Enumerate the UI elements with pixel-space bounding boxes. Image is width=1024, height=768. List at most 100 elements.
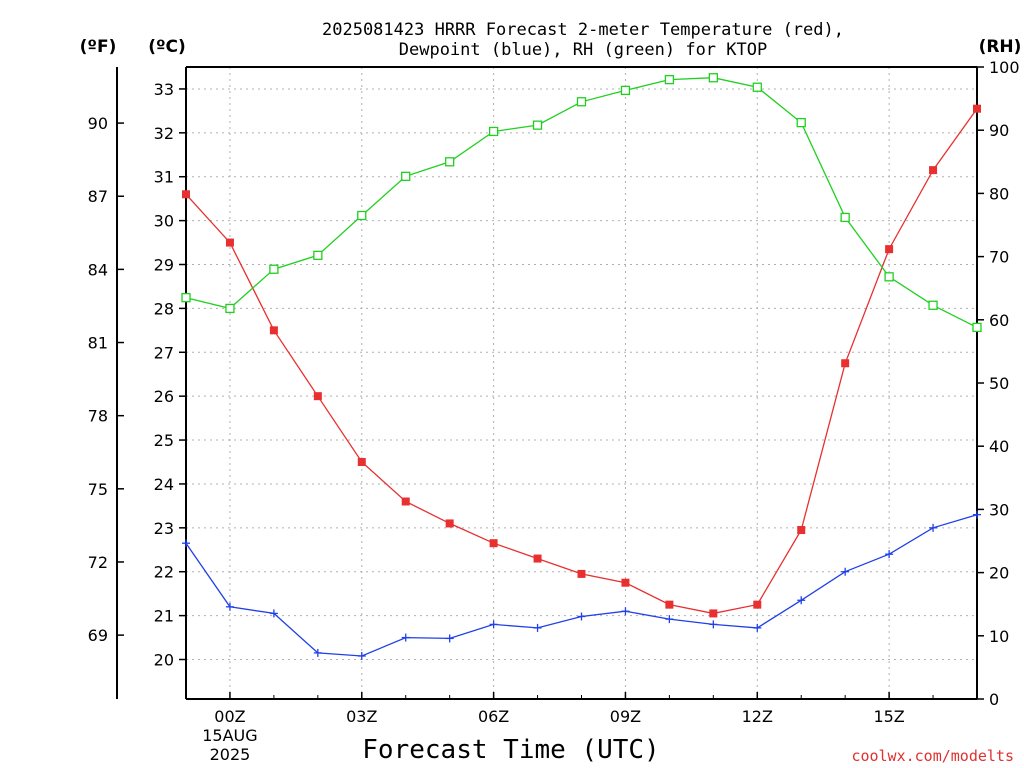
temperature-point bbox=[621, 578, 630, 587]
dewpoint-point bbox=[445, 634, 454, 643]
temperature-point bbox=[445, 519, 454, 528]
rh-point bbox=[269, 264, 279, 274]
rh-tick-label: 90 bbox=[989, 121, 1009, 140]
rh-point bbox=[357, 210, 367, 221]
celsius-tick-label: 26 bbox=[154, 387, 174, 406]
temperature-point bbox=[665, 600, 674, 609]
x-tick-label: 09Z bbox=[610, 707, 641, 726]
celsius-tick-label: 24 bbox=[154, 475, 174, 494]
dewpoint-point bbox=[313, 648, 322, 657]
chart-title-line1: 2025081423 HRRR Forecast 2-meter Tempera… bbox=[322, 20, 844, 40]
x-tick-label: 00Z bbox=[214, 707, 245, 726]
celsius-tick-label: 25 bbox=[154, 431, 174, 450]
dewpoint-point bbox=[401, 633, 410, 642]
rh-point bbox=[225, 303, 235, 314]
x-tick-label: 12Z bbox=[742, 707, 773, 726]
rh-tick-label: 80 bbox=[989, 184, 1009, 203]
temperature-point bbox=[929, 166, 938, 175]
x-tick-label: 06Z bbox=[478, 707, 509, 726]
rh-tick-label: 100 bbox=[989, 58, 1020, 77]
rh-point bbox=[401, 171, 411, 181]
rh-point bbox=[313, 250, 323, 260]
temperature-point bbox=[357, 458, 366, 466]
rh-tick-label: 30 bbox=[989, 500, 1009, 519]
dewpoint-point bbox=[665, 615, 674, 624]
fahrenheit-tick-label: 69 bbox=[88, 626, 108, 645]
celsius-tick-label: 22 bbox=[154, 563, 174, 582]
series bbox=[181, 73, 982, 660]
temperature-point bbox=[313, 392, 322, 401]
rh-point bbox=[796, 117, 806, 128]
axes bbox=[116, 66, 984, 700]
dewpoint-point bbox=[225, 602, 234, 611]
temperature-point bbox=[709, 609, 718, 618]
dewpoint-point bbox=[182, 539, 190, 548]
x-axis-label: Forecast Time (UTC) bbox=[362, 735, 659, 765]
dewpoint-point bbox=[357, 651, 366, 660]
rh-point bbox=[752, 82, 762, 92]
celsius-tick-label: 23 bbox=[154, 519, 174, 538]
dewpoint-point bbox=[533, 623, 542, 632]
fahrenheit-tick-label: 90 bbox=[88, 114, 108, 133]
fahrenheit-tick-label: 84 bbox=[88, 260, 108, 279]
dewpoint-point bbox=[841, 567, 850, 576]
dewpoint-point bbox=[709, 620, 718, 629]
celsius-unit-label: (ºC) bbox=[148, 37, 186, 57]
rh-point bbox=[576, 97, 587, 107]
credit-text: coolwx.com/modelts bbox=[851, 747, 1014, 765]
rh-point bbox=[532, 120, 543, 130]
celsius-tick-label: 32 bbox=[154, 124, 174, 143]
dewpoint-series-line bbox=[185, 514, 978, 657]
celsius-tick-label: 27 bbox=[154, 343, 174, 362]
temperature-point bbox=[269, 326, 278, 335]
rh-tick-label: 40 bbox=[989, 437, 1009, 456]
chart-title-line2: Dewpoint (blue), RH (green) for KTOP bbox=[399, 40, 767, 60]
x-date-label: 15AUG bbox=[202, 726, 257, 745]
celsius-tick-label: 21 bbox=[154, 607, 174, 626]
dewpoint-point bbox=[489, 620, 498, 629]
rh-point bbox=[620, 85, 631, 96]
dewpoint-point bbox=[885, 550, 894, 559]
rh-series-line bbox=[185, 77, 978, 328]
rh-tick-label: 70 bbox=[989, 248, 1009, 267]
temperature-point bbox=[225, 238, 234, 247]
rh-tick-label: 50 bbox=[989, 374, 1009, 393]
dewpoint-point bbox=[973, 510, 981, 519]
temperature-point bbox=[401, 497, 410, 506]
dewpoint-point bbox=[929, 523, 938, 532]
rh-unit-label: (RH) bbox=[979, 37, 1022, 57]
celsius-tick-label: 33 bbox=[154, 80, 174, 99]
x-tick-label: 15Z bbox=[873, 707, 904, 726]
temperature-point bbox=[797, 526, 806, 535]
rh-point bbox=[972, 322, 982, 333]
temperature-point bbox=[489, 539, 498, 548]
fahrenheit-tick-label: 81 bbox=[88, 334, 108, 353]
rh-tick-label: 60 bbox=[989, 311, 1009, 330]
rh-point bbox=[840, 212, 850, 223]
rh-tick-label: 0 bbox=[989, 690, 999, 709]
rh-point bbox=[708, 73, 718, 83]
rh-point bbox=[884, 272, 894, 282]
temperature-point bbox=[885, 245, 894, 254]
rh-point bbox=[928, 300, 938, 310]
rh-point bbox=[181, 293, 191, 303]
celsius-tick-label: 20 bbox=[154, 651, 174, 670]
temperature-point bbox=[533, 554, 542, 563]
fahrenheit-tick-label: 87 bbox=[88, 187, 108, 206]
tick-labels: 20 21 22 23 24 25 26 27 28 29 30 31 32 33 69 72 75 78 81 84… bbox=[88, 58, 1020, 764]
rh-point bbox=[445, 157, 455, 167]
x-tick-label: 03Z bbox=[346, 707, 377, 726]
dewpoint-point bbox=[621, 607, 630, 616]
rh-point bbox=[664, 74, 675, 85]
fahrenheit-tick-label: 75 bbox=[88, 480, 108, 499]
dewpoint-point bbox=[753, 623, 762, 632]
dewpoint-point bbox=[577, 612, 586, 621]
rh-tick-label: 10 bbox=[989, 627, 1009, 646]
temperature-point bbox=[973, 104, 981, 113]
fahrenheit-unit-label: (ºF) bbox=[80, 37, 117, 57]
fahrenheit-tick-label: 78 bbox=[88, 407, 108, 426]
dewpoint-point bbox=[269, 609, 278, 618]
fahrenheit-tick-label: 72 bbox=[88, 553, 108, 572]
rh-tick-label: 20 bbox=[989, 564, 1009, 583]
